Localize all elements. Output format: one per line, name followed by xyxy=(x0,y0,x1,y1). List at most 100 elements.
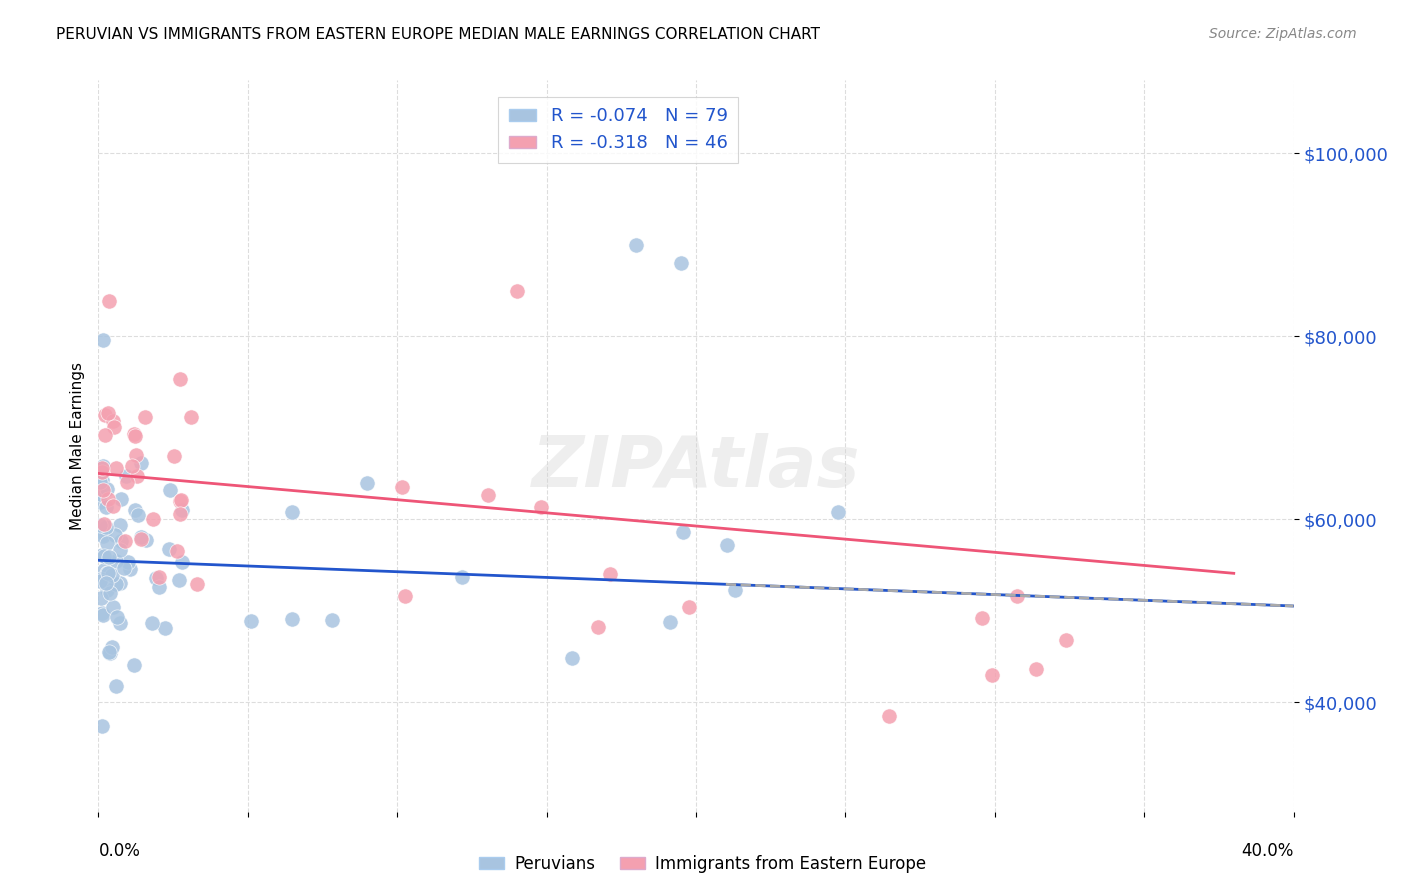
Point xyxy=(148,570,170,584)
Point xyxy=(129,530,152,544)
Point xyxy=(127,469,149,483)
Point xyxy=(93,549,115,563)
Point xyxy=(105,554,128,568)
Point xyxy=(240,615,263,629)
Point xyxy=(877,709,900,723)
Point xyxy=(321,613,343,627)
Point xyxy=(394,589,416,603)
Point xyxy=(103,420,125,434)
Point xyxy=(96,535,118,549)
Point xyxy=(169,507,191,521)
Point xyxy=(980,668,1002,682)
Point xyxy=(89,495,111,509)
Point xyxy=(124,429,146,443)
Point xyxy=(90,465,112,479)
Point xyxy=(96,583,118,598)
Point xyxy=(506,284,529,298)
Point xyxy=(724,582,747,597)
Point xyxy=(122,658,145,673)
Point xyxy=(180,410,202,425)
Point xyxy=(103,499,125,513)
Point xyxy=(91,474,114,488)
Point xyxy=(96,574,118,589)
Point xyxy=(124,427,146,442)
Point xyxy=(159,541,181,556)
Point xyxy=(93,527,115,541)
Point xyxy=(89,461,111,475)
Point xyxy=(129,532,152,546)
Legend: Peruvians, Immigrants from Eastern Europe: Peruvians, Immigrants from Eastern Europ… xyxy=(472,848,934,880)
Point xyxy=(163,450,186,464)
Point xyxy=(659,615,682,630)
Point xyxy=(134,410,156,425)
Point xyxy=(103,414,125,428)
Point xyxy=(90,461,112,475)
Point xyxy=(117,475,139,490)
Text: Source: ZipAtlas.com: Source: ZipAtlas.com xyxy=(1209,27,1357,41)
Point xyxy=(127,508,149,522)
Point xyxy=(93,516,115,531)
Point xyxy=(586,620,609,634)
Point xyxy=(561,651,583,665)
Point xyxy=(108,517,131,532)
Point xyxy=(716,538,738,552)
Point xyxy=(93,563,115,577)
Point xyxy=(89,475,111,489)
Point xyxy=(90,591,112,605)
Point xyxy=(477,488,499,502)
Point xyxy=(98,549,121,564)
Point xyxy=(98,645,121,659)
Point xyxy=(105,610,128,624)
Point xyxy=(391,480,413,494)
Point xyxy=(172,503,194,517)
Point xyxy=(110,576,132,591)
Point xyxy=(101,640,124,655)
Text: 40.0%: 40.0% xyxy=(1241,842,1294,860)
Point xyxy=(93,427,115,442)
Point xyxy=(91,333,114,347)
Point xyxy=(118,562,141,576)
Point xyxy=(167,574,190,588)
Point xyxy=(827,505,849,519)
Point xyxy=(101,600,124,615)
Point xyxy=(104,527,127,541)
Point xyxy=(169,494,191,508)
Point xyxy=(91,607,114,622)
Legend: R = -0.074   N = 79, R = -0.318   N = 46: R = -0.074 N = 79, R = -0.318 N = 46 xyxy=(498,96,738,163)
Point xyxy=(281,612,304,626)
Point xyxy=(170,493,193,508)
Text: ZIPAtlas: ZIPAtlas xyxy=(531,434,860,502)
Point xyxy=(281,505,304,519)
Point xyxy=(186,577,208,591)
Point xyxy=(124,448,146,462)
Point xyxy=(104,577,127,591)
Point xyxy=(98,586,121,600)
Point xyxy=(114,534,136,549)
Point xyxy=(155,622,177,636)
Point xyxy=(166,543,188,558)
Point xyxy=(96,566,118,580)
Point xyxy=(94,576,117,591)
Point xyxy=(104,679,127,693)
Point xyxy=(148,580,170,594)
Point xyxy=(141,615,163,630)
Point xyxy=(97,566,120,580)
Point xyxy=(530,500,553,514)
Point xyxy=(121,459,143,474)
Point xyxy=(91,548,114,562)
Point xyxy=(135,533,157,547)
Point xyxy=(1054,632,1077,647)
Point xyxy=(96,483,118,497)
Point xyxy=(124,503,146,517)
Point xyxy=(110,533,132,548)
Point xyxy=(1025,662,1047,676)
Point xyxy=(356,475,378,490)
Point xyxy=(91,483,114,497)
Point xyxy=(101,568,124,582)
Point xyxy=(91,607,114,621)
Point xyxy=(89,574,111,588)
Point xyxy=(159,483,181,497)
Point xyxy=(98,293,121,308)
Point xyxy=(104,461,127,475)
Point xyxy=(90,719,112,733)
